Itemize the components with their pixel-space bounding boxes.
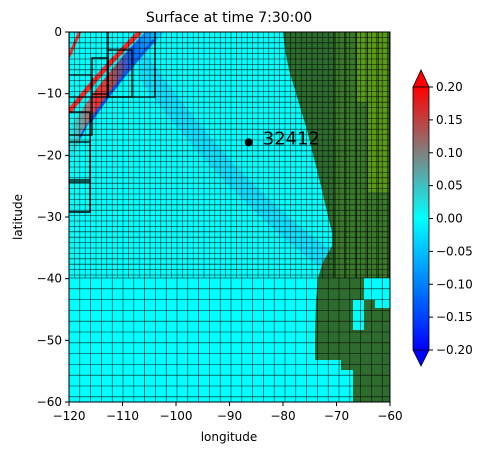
wave-trough-band [118,32,330,275]
colorbar-tick-label: 0.20 [436,80,463,94]
y-axis: 0 −10 −20 −30 −40 −50 −60 [37,25,69,409]
y-tick-label: −40 [37,272,62,286]
colorbar-min-extension [412,349,430,367]
coastal-water [353,300,364,330]
y-tick-label: 0 [54,25,62,39]
y-tick-label: −20 [37,148,62,162]
refinement-patch [91,57,109,95]
colorbar-tick-label: 0.05 [436,179,463,193]
x-tick-label: −110 [106,409,139,423]
colorbar-tick-label: 0.00 [436,212,463,226]
gauge-marker [244,138,253,147]
colorbar-tick-label: −0.15 [436,310,473,324]
refinement-patch [69,179,91,213]
colorbar-ticks: 0.20 0.15 0.10 0.05 0.00 −0.05 −0.10 −0.15 −0.20 [429,80,473,357]
x-axis-label: longitude [201,430,258,444]
refinement-patch [69,74,93,136]
y-tick-label: −30 [37,210,62,224]
grid-coarse-overlay [334,32,390,278]
y-tick-label: −10 [37,87,62,101]
x-tick-label: −90 [217,409,242,423]
y-axis-label: latitude [11,194,25,240]
colorbar-tick-label: 0.15 [436,113,463,127]
colorbar-tick-label: −0.20 [436,343,473,357]
x-tick-label: −60 [377,409,402,423]
colorbar-gradient [412,86,430,351]
colorbar-tick-label: 0.10 [436,146,463,160]
plot-area [69,32,390,402]
y-tick-label: −50 [37,333,62,347]
colorbar-tick-label: −0.05 [436,244,473,258]
gauges: 32412 [244,128,320,149]
amr-grid [69,32,390,402]
gauge-label: 32412 [263,128,320,149]
x-tick-label: −80 [270,409,295,423]
x-tick-label: −100 [160,409,193,423]
x-axis: −120 −110 −100 −90 −80 −70 −60 [53,402,403,423]
land-highland [368,102,390,192]
y-tick-label: −60 [37,395,62,409]
colorbar: 0.20 0.15 0.10 0.05 0.00 −0.05 −0.10 −0.15 −0.20 [412,69,473,367]
grid-cells [69,32,390,402]
wave-peak-line [69,32,142,114]
coastal-water [375,278,390,308]
colorbar-max-extension [412,69,430,88]
land-highland [357,32,390,102]
x-tick-label: −120 [53,409,86,423]
colorbar-tick-label: −0.10 [436,277,473,291]
x-tick-label: −70 [324,409,349,423]
chart-title: Surface at time 7:30:00 [146,10,312,26]
